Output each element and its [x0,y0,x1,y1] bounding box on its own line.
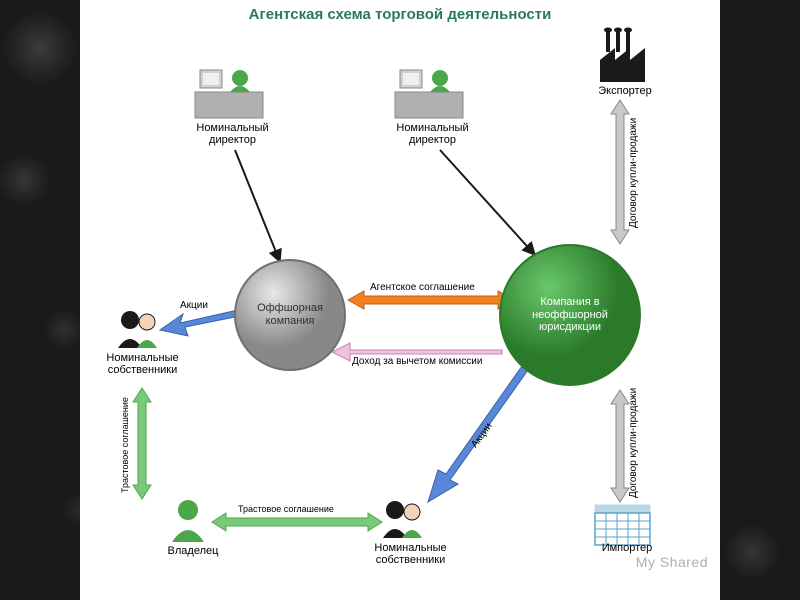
exporter-label: Экспортер [590,85,660,97]
arrow-d1-offshore [235,150,280,262]
owners2-icon [383,501,422,538]
arrow-label-exp: Договор купли-продажи [628,110,639,235]
watermark: My Shared [636,554,708,570]
director2-icon [395,70,463,118]
arrow-label-trust2: Трастовое соглашение [238,504,334,514]
diagram-canvas: Агентская схема торговой деятельности [80,0,720,600]
arrow-nonoff-imp [611,390,629,502]
arrow-trust2 [212,513,382,531]
arrow-label-agent: Агентское соглашение [370,282,475,293]
owners1-icon [118,311,157,348]
arrow-label-shares1: Акции [180,300,208,311]
owners2-label: Номинальные собственники [363,542,458,566]
arrow-exp-nonoff [611,100,629,244]
exporter-icon [600,28,645,83]
non-offshore-circle [500,245,640,385]
arrow-d2-nonoff [440,150,535,255]
owners1-label: Номинальные собственники [95,352,190,376]
owner-icon [172,500,204,542]
arrow-shares1 [160,310,240,336]
offshore-circle [235,260,345,370]
arrow-trust1 [133,388,151,499]
director1-label: Номинальный директор [185,122,280,146]
arrow-agent [348,291,514,309]
owner-label: Владелец [158,545,228,557]
arrow-label-income: Доход за вычетом комиссии [352,356,482,367]
importer-label: Импортер [592,542,662,554]
arrow-label-imp: Договор купли-продажи [628,398,639,498]
importer-icon [595,505,650,545]
director2-label: Номинальный директор [385,122,480,146]
arrow-label-trust1: Трастовое соглашение [120,395,130,495]
director1-icon [195,70,263,118]
